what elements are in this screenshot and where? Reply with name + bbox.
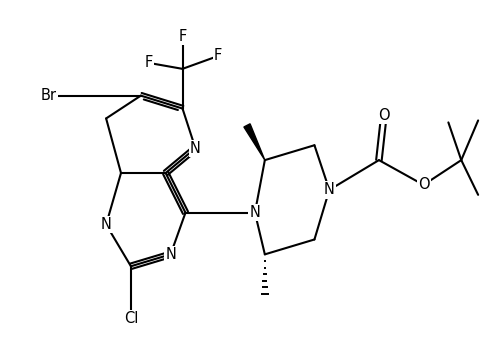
Text: N: N	[190, 141, 201, 156]
Text: N: N	[101, 217, 111, 232]
Text: F: F	[214, 49, 222, 64]
Text: N: N	[165, 247, 176, 262]
Text: Br: Br	[41, 88, 56, 103]
Text: F: F	[178, 29, 187, 44]
Text: N: N	[249, 205, 260, 220]
Text: N: N	[324, 183, 335, 198]
Polygon shape	[244, 124, 265, 160]
Text: F: F	[145, 55, 153, 70]
Text: O: O	[418, 177, 430, 192]
Text: O: O	[378, 108, 390, 123]
Text: Cl: Cl	[124, 311, 138, 326]
